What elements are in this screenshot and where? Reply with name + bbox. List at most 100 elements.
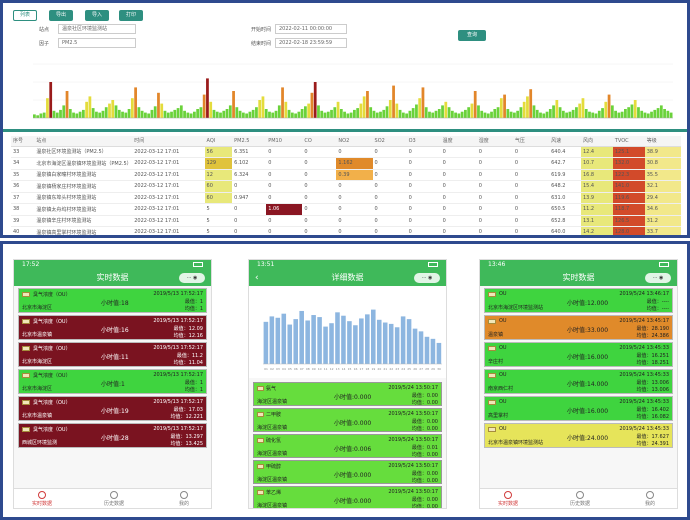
column-header[interactable]: AQI: [204, 136, 233, 147]
tab-mine[interactable]: 我的: [630, 491, 670, 507]
data-card[interactable]: OU 2019/5/24 13:45:33 南京西仁村 小时值:14.000 最值：13…: [484, 369, 673, 394]
data-card[interactable]: 臭气浓度（OU） 2019/5/13 17:52:17 西城区环境监测 小时值:28 最…: [18, 423, 207, 448]
chart-bar: [637, 107, 640, 118]
menu-capsule[interactable]: ··· ◉: [414, 273, 440, 283]
chart-bar: [42, 112, 46, 118]
x-tick-label: 13: [336, 367, 340, 371]
nav-bar: 实时数据 ··· ◉: [480, 270, 677, 286]
table-cell-wind: 619.9: [549, 169, 581, 181]
column-header[interactable]: TVOC: [612, 136, 645, 147]
column-header[interactable]: O3: [406, 136, 441, 147]
tab-realtime[interactable]: 实时数据: [22, 491, 62, 507]
chart-bar: [436, 342, 442, 364]
column-header[interactable]: 序号: [11, 136, 35, 147]
chart-bar: [209, 101, 213, 118]
chart-bar: [656, 108, 660, 118]
table-row[interactable]: 36 温泉镇杨家庄村环境监测站 2022-03-12 17:01 60 0 0 0 0 0 0 0 0…: [11, 180, 681, 193]
column-header[interactable]: 站点: [34, 136, 133, 147]
list-button[interactable]: 列表: [13, 10, 37, 21]
column-header[interactable]: NO2: [336, 136, 373, 147]
chart-bar: [659, 105, 663, 118]
data-card[interactable]: OU 2019/5/24 13:45:33 北京市温泉镇环境监测站 小时值:24.00…: [484, 423, 673, 448]
card-avg-value: 均值：11.04: [173, 360, 203, 366]
data-card[interactable]: 臭气浓度（OU） 2019/5/13 17:52:17 北京市温泉镇 小时值:16 最值…: [18, 315, 207, 340]
table-cell-temp: 0: [440, 192, 477, 204]
export-button[interactable]: 导出: [49, 10, 73, 21]
card-avg-value: 均值：0.00: [411, 478, 438, 484]
table-cell-pm25: 6.351: [232, 146, 267, 158]
table-cell-aqi: 5: [204, 215, 233, 227]
table-row[interactable]: 40 温泉镇高里掌村环境监测站 2022-03-12 17:01 5 0 0 0 0 0 0 0 0 0…: [11, 226, 681, 235]
detail-card[interactable]: 二甲胺 2019/5/24 13:50:17 海淀区温泉镇 小时值:0.000 最值：0…: [253, 408, 442, 432]
card-name: OU: [499, 372, 507, 378]
table-cell-wind: 648.2: [549, 180, 581, 193]
column-header[interactable]: CO: [302, 136, 337, 147]
data-card[interactable]: OU 2019/5/24 13:45:33 高里掌村 小时值:16.000 最值：16.…: [484, 396, 673, 421]
chart-bar: [114, 105, 118, 118]
column-header[interactable]: 等级: [644, 136, 681, 147]
detail-card[interactable]: 硫化氢 2019/5/24 13:50:17 海淀区温泉镇 小时值:0.006 最值：0…: [253, 434, 442, 458]
data-card[interactable]: OU 2019/5/24 13:45:33 辛庄村 小时值:16.000 最值：16.2…: [484, 342, 673, 367]
table-cell-co: 0: [302, 169, 337, 181]
menu-capsule[interactable]: ··· ◉: [645, 273, 671, 283]
table-cell-no2: 0: [336, 203, 373, 216]
factor-select[interactable]: PM2.5: [58, 38, 136, 48]
back-arrow-icon[interactable]: ‹: [255, 273, 259, 283]
card-name: OU: [499, 318, 507, 324]
card-name: OU: [499, 345, 507, 351]
tab-history[interactable]: 历史数据: [560, 491, 600, 507]
x-tick-label: 15: [348, 367, 352, 371]
start-time-input[interactable]: 2022-02-11 00:00:00: [275, 24, 347, 34]
column-header[interactable]: 温度: [440, 136, 477, 147]
data-card[interactable]: OU 2019/5/24 13:46:17 北京市海淀区环境监测站 小时值:12.00…: [484, 288, 673, 313]
chart-bar: [457, 113, 461, 118]
table-cell-o3: 0: [406, 157, 441, 170]
column-header[interactable]: PM10: [266, 136, 303, 147]
table-row[interactable]: 35 温泉镇白家疃村环境监测站 2022-03-12 17:01 12 6.324 0 0 0…: [11, 169, 681, 181]
table-cell-time: 2022-03-12 17:01: [132, 226, 205, 235]
data-card[interactable]: OU 2019/5/24 13:45:17 温泉镇 小时值:33.000 最值：28.1…: [484, 315, 673, 340]
chart-bar: [49, 82, 53, 118]
data-card[interactable]: 臭气浓度（OU） 2019/5/13 17:52:17 北京市海淀区 小时值:1 最值：…: [18, 369, 207, 394]
chart-bar: [287, 324, 293, 364]
table-cell-pm25: 6.324: [232, 169, 267, 181]
chart-bar: [428, 111, 431, 118]
chart-bar: [245, 113, 249, 118]
column-header[interactable]: 时间: [132, 136, 205, 147]
chart-bar: [269, 316, 275, 364]
table-row[interactable]: 34 北京市海淀区温泉镇环境监测站（PM2.5） 2022-03-12 17:01 1…: [11, 157, 681, 170]
tab-realtime[interactable]: 实时数据: [488, 491, 528, 507]
card-name: 甲硫醇: [266, 464, 282, 470]
chart-bar: [614, 110, 617, 118]
data-card[interactable]: 臭气浓度（OU） 2019/5/13 17:52:17 北京市海淀区 小时值:11 最值…: [18, 342, 207, 367]
column-header[interactable]: PM2.5: [232, 136, 267, 147]
site-select[interactable]: 温泉社区环境监测站: [58, 24, 136, 34]
chart-bar: [353, 325, 358, 364]
chart-bar: [46, 98, 49, 118]
column-header[interactable]: 气压: [512, 136, 550, 147]
column-header[interactable]: 风向: [580, 136, 613, 147]
chart-bar: [434, 110, 438, 118]
print-button[interactable]: 打印: [119, 10, 143, 21]
x-tick-label: 01: [264, 367, 268, 371]
detail-card[interactable]: 甲硫醇 2019/5/24 13:50:17 海淀区温泉镇 小时值:0.000 最值：0…: [253, 460, 442, 484]
sensor-icon: [488, 400, 496, 405]
history-icon: [576, 491, 584, 499]
menu-capsule[interactable]: ··· ◉: [179, 273, 205, 283]
table-row[interactable]: 39 温泉镇辛庄村环境监测站 2022-03-12 17:01 5 0 0 0 0 0 0 0 0 0 6…: [11, 215, 681, 227]
table-row[interactable]: 38 温泉镇太舟坞村环境监测站 2022-03-12 17:01 5 0 1.06 0 0 0 0…: [11, 203, 681, 216]
data-card[interactable]: 臭气浓度（OU） 2019/5/13 17:52:17 北京市温泉镇 小时值:19 最值…: [18, 396, 207, 421]
end-time-input[interactable]: 2022-02-18 23:59:59: [275, 38, 347, 48]
table-row[interactable]: 37 温泉镇东埠头村环境监测站 2022-03-12 17:01 60 0.947 0 0 0…: [11, 192, 681, 204]
import-button[interactable]: 导入: [85, 10, 109, 21]
detail-card[interactable]: 苯乙烯 2019/5/24 13:50:17 海淀区温泉镇 小时值:0.000 最值：0…: [253, 486, 442, 508]
detail-card[interactable]: 氨气 2019/5/24 13:50:17 海淀区温泉镇 小时值:0.000 最值：0.…: [253, 382, 442, 406]
tab-history[interactable]: 历史数据: [94, 491, 134, 507]
data-card[interactable]: 臭气浓度（OU） 2019/5/13 17:52:17 北京市海淀区 小时值:18 最值…: [18, 288, 207, 313]
query-button[interactable]: 查询: [458, 30, 486, 41]
column-header[interactable]: SO2: [372, 136, 407, 147]
tab-mine[interactable]: 我的: [164, 491, 204, 507]
column-header[interactable]: 湿度: [476, 136, 513, 147]
table-row[interactable]: 33 温泉社区环境监测站（PM2.5） 2022-03-12 17:01 56 6.35…: [11, 146, 681, 158]
column-header[interactable]: 风速: [549, 136, 581, 147]
